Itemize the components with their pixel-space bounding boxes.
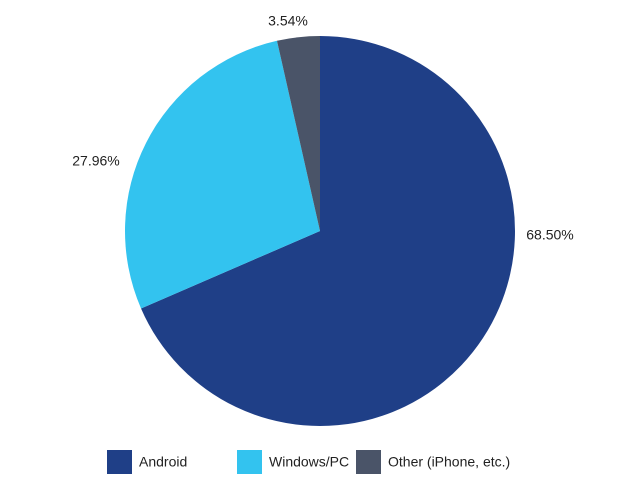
value-label: 3.54% (268, 13, 308, 29)
legend-swatch (237, 450, 262, 474)
value-label: 68.50% (526, 227, 573, 243)
legend-swatch (356, 450, 381, 474)
legend-label: Windows/PC (269, 454, 349, 470)
pie-slice (124, 40, 321, 309)
legend-label: Other (iPhone, etc.) (388, 454, 510, 470)
pie-slice (276, 36, 320, 231)
value-label: 27.96% (72, 153, 119, 169)
legend-label: Android (139, 454, 187, 470)
pie-slice (141, 36, 515, 427)
legend-swatch (107, 450, 132, 474)
